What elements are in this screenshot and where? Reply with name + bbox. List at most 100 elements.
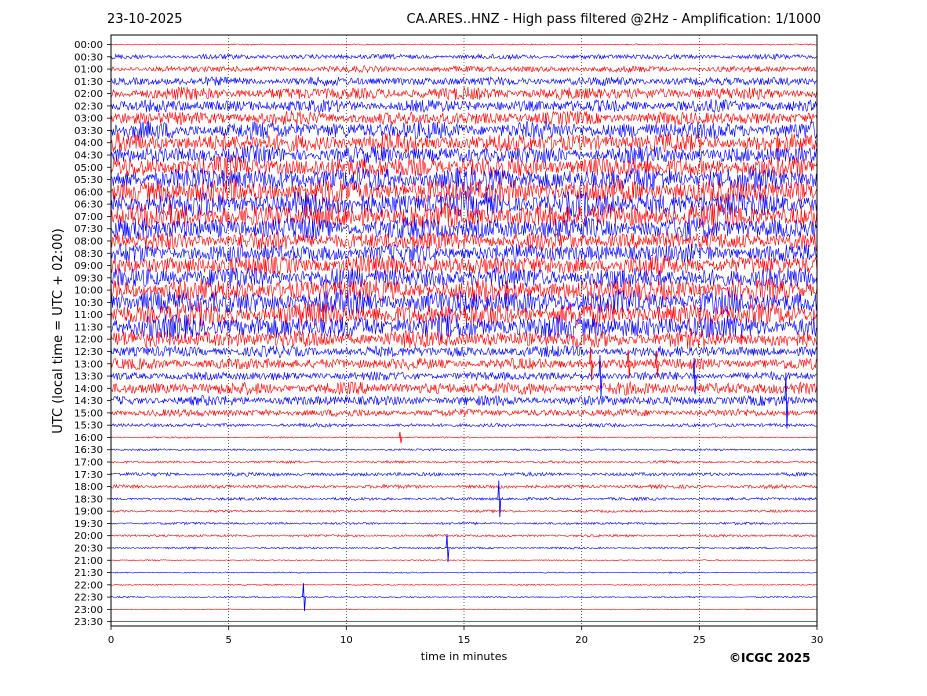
trace-0130 xyxy=(110,75,818,87)
spike-2 xyxy=(655,351,659,377)
y-tick-label-0400: 04:00 xyxy=(74,138,103,149)
y-tick-label-0830: 08:30 xyxy=(74,249,103,260)
y-tick-label-2200: 22:00 xyxy=(74,580,103,591)
trace-0430 xyxy=(110,144,818,165)
x-tick-label-10: 10 xyxy=(340,635,353,646)
trace-0030 xyxy=(110,53,818,61)
y-tick-label-0500: 05:00 xyxy=(74,163,103,174)
y-tick-label-0230: 02:30 xyxy=(74,101,103,112)
spike-0 xyxy=(589,346,593,381)
y-tick-label-2230: 22:30 xyxy=(74,593,103,604)
y-tick-label-0300: 03:00 xyxy=(74,114,103,125)
copyright-credit: ©ICGC 2025 xyxy=(729,651,811,665)
trace-0400 xyxy=(110,132,818,153)
y-tick-label-0200: 02:00 xyxy=(74,89,103,100)
trace-2000 xyxy=(110,533,818,538)
trace-0200 xyxy=(110,86,818,101)
y-tick-label-1800: 18:00 xyxy=(74,482,103,493)
trace-0930 xyxy=(110,266,818,290)
trace-1600 xyxy=(110,436,818,439)
y-tick-label-0700: 07:00 xyxy=(74,212,103,223)
y-tick-label-2330: 23:30 xyxy=(74,617,103,628)
y-tick-label-1130: 11:30 xyxy=(74,322,103,333)
y-tick-label-0100: 01:00 xyxy=(74,65,103,76)
y-tick-label-1500: 15:00 xyxy=(74,408,103,419)
y-tick-label-1630: 16:30 xyxy=(74,445,103,456)
trace-1900 xyxy=(110,508,818,514)
trace-2100 xyxy=(110,559,818,562)
y-tick-label-0930: 09:30 xyxy=(74,273,103,284)
spike-1 xyxy=(626,349,631,378)
spike-8 xyxy=(302,583,306,612)
trace-1330 xyxy=(110,370,818,382)
x-tick-label-0: 0 xyxy=(108,635,114,646)
y-tick-label-1830: 18:30 xyxy=(74,494,103,505)
trace-1000 xyxy=(110,278,818,303)
trace-1130 xyxy=(110,313,818,341)
trace-0700 xyxy=(110,202,818,231)
trace-1030 xyxy=(110,288,818,316)
trace-0100 xyxy=(110,65,818,74)
trace-2200 xyxy=(110,583,818,586)
y-tick-label-1600: 16:00 xyxy=(74,433,103,444)
trace-1430 xyxy=(110,394,818,407)
y-tick-label-0800: 08:00 xyxy=(74,236,103,247)
x-tick-label-30: 30 xyxy=(811,635,824,646)
x-tick-label-15: 15 xyxy=(458,635,471,646)
y-tick-label-0430: 04:30 xyxy=(74,151,103,162)
spike-9 xyxy=(398,431,403,444)
trace-2230 xyxy=(110,595,818,599)
y-tick-label-2100: 21:00 xyxy=(74,556,103,567)
y-tick-label-0730: 07:30 xyxy=(74,224,103,235)
y-tick-label-0900: 09:00 xyxy=(74,261,103,272)
trace-1800 xyxy=(110,483,818,490)
trace-1400 xyxy=(110,381,818,396)
y-tick-label-1200: 12:00 xyxy=(74,335,103,346)
spike-5 xyxy=(784,372,789,429)
spike-6 xyxy=(497,480,502,518)
y-tick-label-0030: 00:30 xyxy=(74,52,103,63)
y-tick-label-1230: 12:30 xyxy=(74,347,103,358)
x-tick-label-20: 20 xyxy=(575,635,588,646)
trace-1730 xyxy=(110,471,818,478)
trace-1500 xyxy=(110,408,818,418)
y-tick-label-0630: 06:30 xyxy=(74,200,103,211)
y-tick-label-2130: 21:30 xyxy=(74,568,103,579)
trace-1100 xyxy=(110,302,818,328)
trace-0230 xyxy=(110,99,818,114)
spike-7 xyxy=(445,533,450,563)
trace-1200 xyxy=(110,328,818,349)
chart-date: 23-10-2025 xyxy=(107,12,183,27)
trace-2030 xyxy=(110,546,818,550)
y-tick-label-1530: 15:30 xyxy=(74,421,103,432)
trace-2300 xyxy=(110,608,818,611)
x-tick-labels: 0 5 10 15 20 25 30 xyxy=(108,626,824,646)
trace-1230 xyxy=(110,345,818,359)
trace-0330 xyxy=(110,120,818,141)
y-tick-label-1730: 17:30 xyxy=(74,470,103,481)
trace-group xyxy=(110,43,818,622)
y-tick-label-1100: 11:00 xyxy=(74,310,103,321)
y-tick-label-1330: 13:30 xyxy=(74,372,103,383)
y-tick-label-0330: 03:30 xyxy=(74,126,103,137)
y-axis-label: UTC (local time = UTC + 02:00) xyxy=(51,228,66,433)
y-tick-label-0530: 05:30 xyxy=(74,175,103,186)
y-tick-label-2030: 20:30 xyxy=(74,543,103,554)
trace-1700 xyxy=(110,460,818,465)
trace-0730 xyxy=(110,216,818,241)
trace-0000 xyxy=(110,43,818,46)
trace-0300 xyxy=(110,110,818,126)
trace-1300 xyxy=(110,357,818,371)
trace-1930 xyxy=(110,521,818,526)
y-tick-label-1930: 19:30 xyxy=(74,519,103,530)
y-tick-label-0600: 06:00 xyxy=(74,187,103,198)
trace-0900 xyxy=(110,254,818,277)
trace-1630 xyxy=(110,447,818,452)
trace-1830 xyxy=(110,496,818,502)
x-tick-label-25: 25 xyxy=(693,635,706,646)
trace-2130 xyxy=(110,571,818,574)
y-tick-label-1030: 10:30 xyxy=(74,298,103,309)
y-tick-label-1400: 14:00 xyxy=(74,384,103,395)
